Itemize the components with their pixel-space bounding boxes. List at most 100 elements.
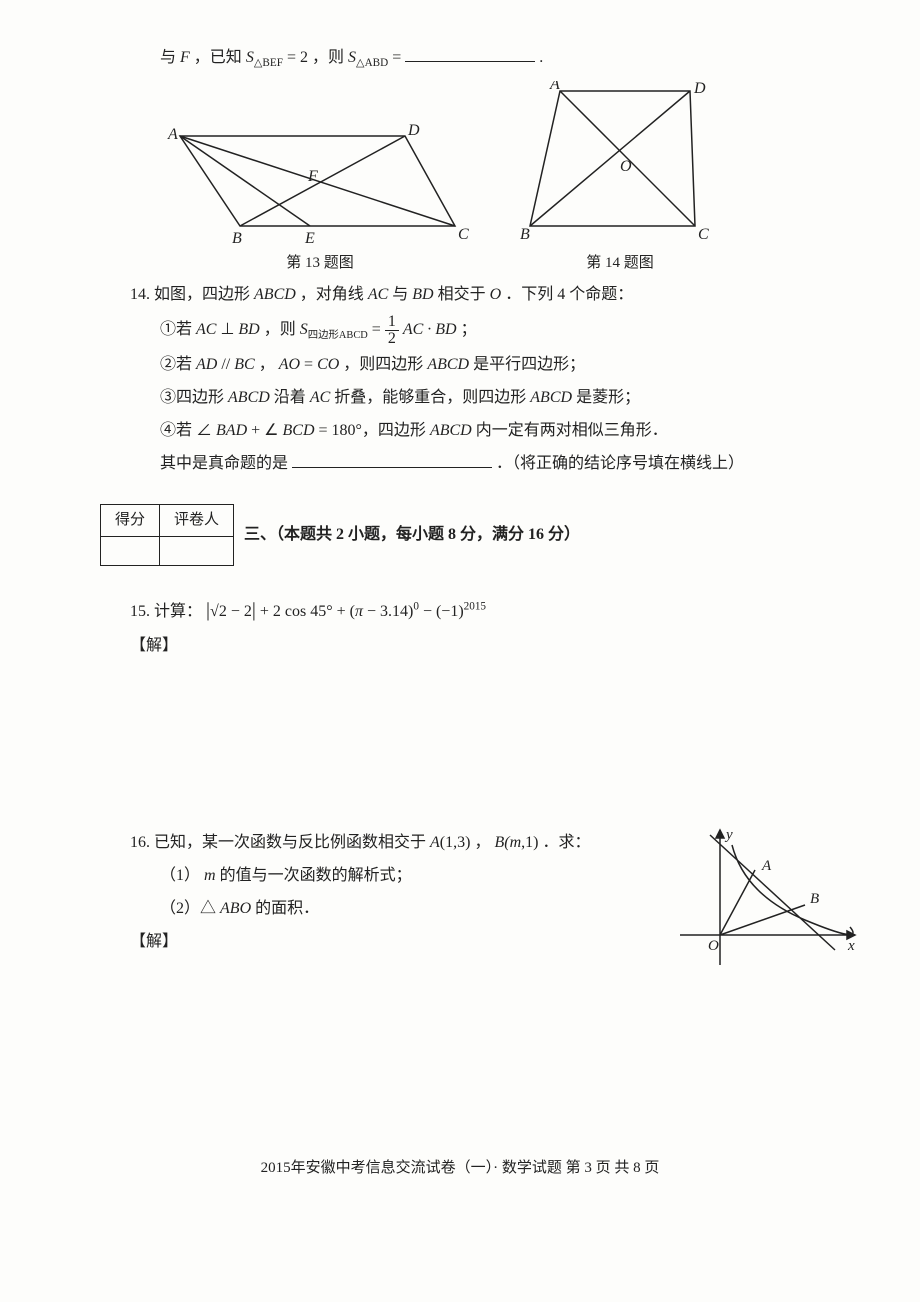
- fig13-caption: 第 13 题图: [160, 250, 480, 277]
- q14-p3: ③四边形 ABCD 沿着 AC 折叠，能够重合，则四边形 ABCD 是菱形；: [160, 384, 860, 413]
- Apt: (1,3): [440, 834, 471, 851]
- svg-text:A: A: [167, 126, 178, 143]
- q16-number: 16.: [130, 834, 150, 851]
- fig14-svg: A D B C O: [520, 81, 720, 246]
- m: m: [204, 867, 216, 884]
- q16-sub1: （1） m 的值与一次函数的解析式；: [160, 862, 640, 891]
- s: S四边形ABCD: [300, 321, 372, 338]
- abo: ABO: [220, 900, 251, 917]
- text: 如图，四边形: [154, 286, 254, 303]
- blank-q14[interactable]: [292, 451, 492, 468]
- text: 的面积．: [255, 900, 319, 917]
- text: ，则四边形: [343, 356, 427, 373]
- svg-text:x: x: [847, 938, 855, 954]
- svg-text:D: D: [693, 81, 706, 97]
- fig16-svg: y x O A B: [670, 825, 860, 975]
- ac: AC: [310, 389, 330, 406]
- score-blank2[interactable]: [160, 537, 234, 566]
- svg-text:O: O: [620, 158, 632, 175]
- plus: + ∠: [251, 422, 278, 439]
- text: 是平行四边形；: [473, 356, 585, 373]
- abcd: ABCD: [530, 389, 572, 406]
- par: //: [221, 356, 234, 373]
- blank-q13[interactable]: [405, 45, 535, 62]
- text: ①若: [160, 321, 196, 338]
- s-abd: S△ABD: [348, 49, 392, 66]
- period: .: [539, 49, 543, 66]
- svg-text:B: B: [232, 230, 242, 246]
- sqrt2: √2: [210, 603, 227, 620]
- eq: =: [392, 49, 405, 66]
- q14-p1: ①若 AC ⊥ BD ，则 S四边形ABCD = 1 2 AC · BD ；: [160, 314, 860, 347]
- fig14-caption: 第 14 题图: [520, 250, 720, 277]
- q13-tail-line: 与 F ，已知 S△BEF = 2 ，则 S△ABD = .: [160, 44, 860, 73]
- text: 内一定有两对相似三角形．: [476, 422, 668, 439]
- abcd: ABCD: [228, 389, 270, 406]
- score-col1: 得分: [101, 505, 160, 537]
- q15-number: 15.: [130, 603, 150, 620]
- q16-sol: 【解】: [130, 928, 640, 957]
- svg-text:F: F: [307, 168, 318, 185]
- svg-text:D: D: [407, 122, 420, 139]
- text: 相交于: [438, 286, 490, 303]
- q15-label: 计算：: [154, 603, 202, 620]
- text: 与: [392, 286, 412, 303]
- Bpt: (m,1): [504, 834, 538, 851]
- q14-number: 14.: [130, 286, 150, 303]
- svg-text:B: B: [520, 226, 530, 243]
- fig13-col: A D B E C F 第 13 题图: [160, 121, 480, 277]
- q14-p4: ④若 ∠ BAD + ∠ BCD = 180°，四边形 ABCD 内一定有两对相…: [160, 417, 860, 446]
- bad: BAD: [216, 422, 247, 439]
- pow2015: 2015: [464, 601, 486, 613]
- text: ④若 ∠: [160, 422, 212, 439]
- s-bef: S△BEF: [246, 49, 287, 66]
- bd: BD: [238, 321, 259, 338]
- eq: =: [304, 356, 317, 373]
- frac-half: 1 2: [385, 314, 399, 347]
- svg-text:A: A: [549, 81, 560, 93]
- bd: BD: [412, 286, 433, 303]
- svg-text:C: C: [698, 226, 709, 243]
- eq: =: [372, 321, 385, 338]
- text: 的值与一次函数的解析式；: [220, 867, 412, 884]
- fig16-col: y x O A B: [670, 825, 860, 975]
- perp: ⊥: [220, 321, 238, 338]
- B: B: [494, 834, 504, 851]
- m314: − 3.14): [363, 603, 413, 620]
- text: ，已知: [194, 49, 246, 66]
- figures-row: A D B E C F 第 13 题图 A D: [160, 81, 860, 277]
- o: O: [490, 286, 502, 303]
- text: 折叠，能够重合，则四边形: [334, 389, 530, 406]
- bcd: BCD: [283, 422, 315, 439]
- sub2-num: （2）△: [160, 900, 220, 917]
- q15: 15. 计算： |√2 − 2| + 2 cos 45° + (π − 3.14…: [130, 592, 860, 628]
- score-col2: 评卷人: [160, 505, 234, 537]
- minus: − (−1): [419, 603, 464, 620]
- svg-text:C: C: [458, 226, 469, 243]
- q16-stem: 16. 已知，某一次函数与反比例函数相交于 A(1,3) ， B(m,1) ．求…: [130, 829, 640, 858]
- ac: AC: [196, 321, 216, 338]
- svg-text:A: A: [761, 858, 772, 874]
- text: 沿着: [274, 389, 310, 406]
- svg-text:O: O: [708, 938, 719, 954]
- plus-cos: + 2 cos 45° + (: [256, 603, 355, 620]
- ao: AO: [279, 356, 300, 373]
- bc: BC: [234, 356, 254, 373]
- text: ．下列 4 个命题：: [505, 286, 633, 303]
- svg-text:B: B: [810, 891, 819, 907]
- text: ，则: [264, 321, 300, 338]
- section3-title: 三、（本题共 2 小题，每小题 8 分，满分 16 分）: [244, 521, 580, 550]
- q16-sub2: （2）△ ABO 的面积．: [160, 895, 640, 924]
- text: 其中是真命题的是: [160, 455, 292, 472]
- svg-text:E: E: [304, 230, 315, 246]
- section3-row: 得分 评卷人 三、（本题共 2 小题，每小题 8 分，满分 16 分）: [130, 492, 860, 578]
- abcd: ABCD: [430, 422, 472, 439]
- text: ．（将正确的结论序号填在横线上）: [496, 455, 744, 472]
- score-blank1[interactable]: [101, 537, 160, 566]
- A: A: [430, 834, 440, 851]
- var-F: F: [180, 49, 190, 66]
- svg-text:y: y: [724, 827, 733, 843]
- text: 已知，某一次函数与反比例函数相交于: [154, 834, 430, 851]
- page-footer: 2015年安徽中考信息交流试卷（一）· 数学试题 第 3 页 共 8 页: [60, 1155, 860, 1182]
- comma: ，: [259, 356, 275, 373]
